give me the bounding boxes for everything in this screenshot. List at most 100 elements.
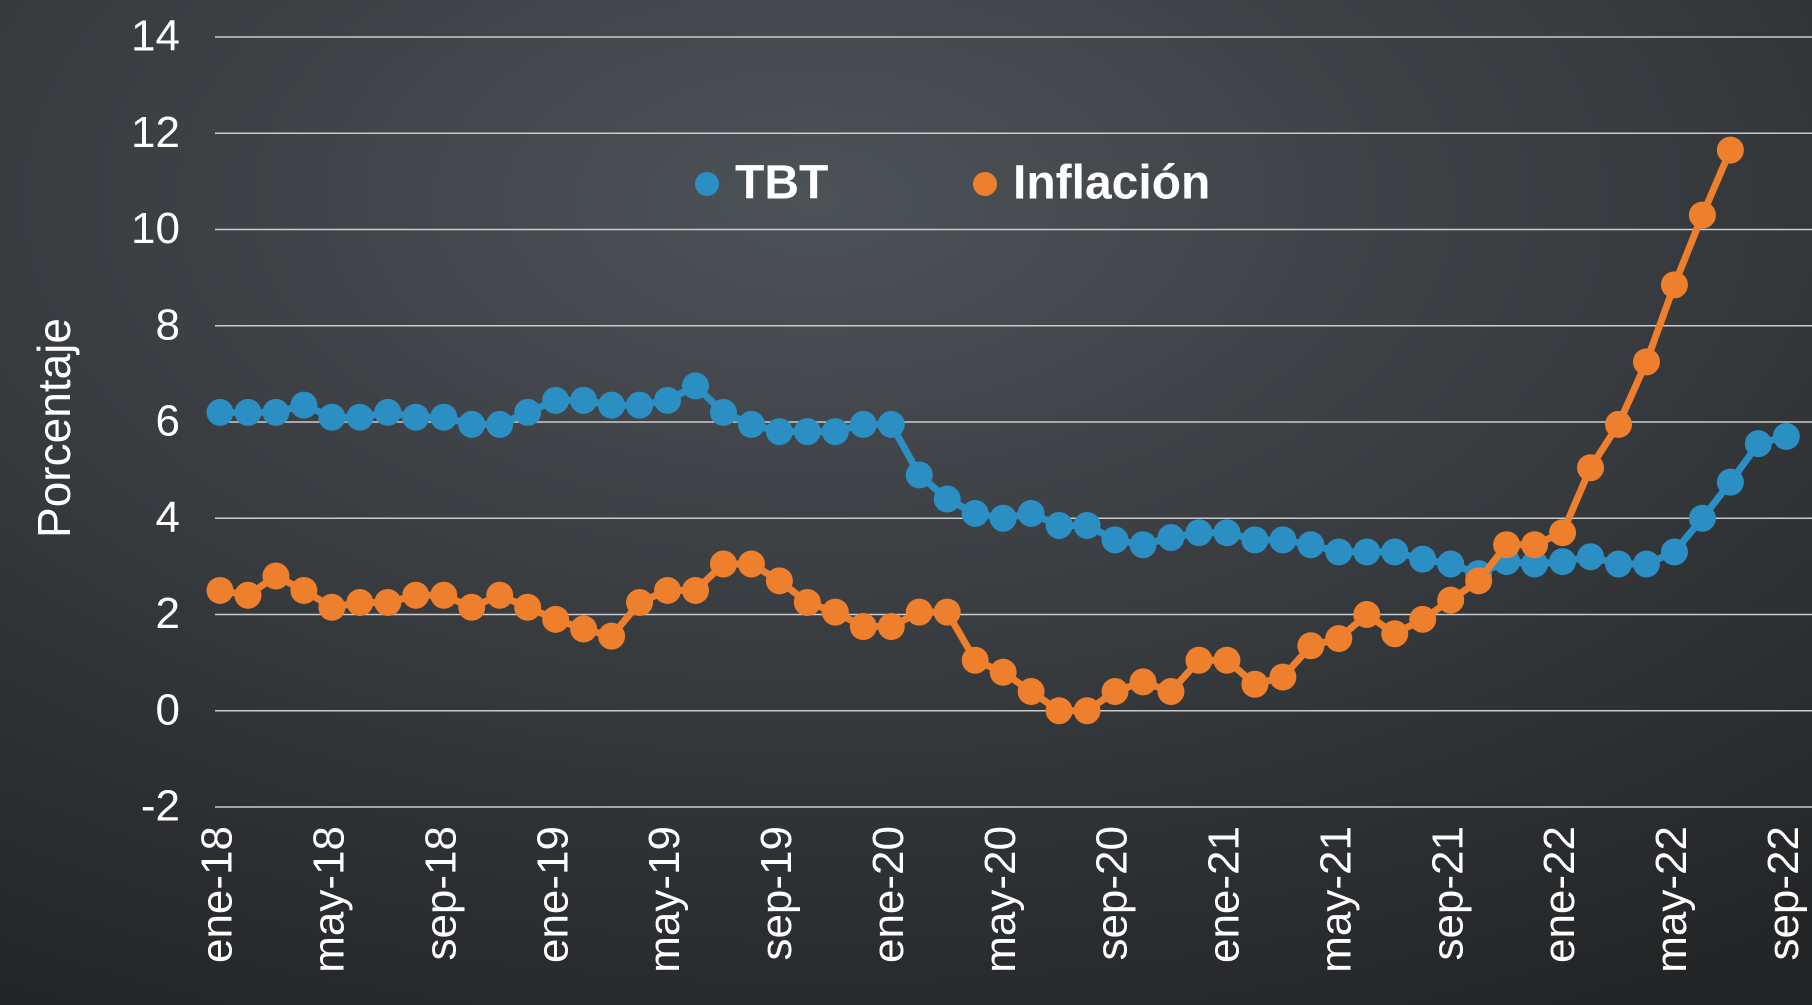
y-tick-label: 14: [131, 12, 180, 61]
data-point: [1549, 519, 1577, 547]
data-point: [598, 391, 626, 419]
data-point: [933, 598, 961, 626]
data-point: [1577, 543, 1605, 571]
data-point: [206, 576, 234, 604]
y-tick-label: 0: [156, 685, 180, 734]
data-point: [1381, 538, 1409, 566]
data-point: [290, 391, 318, 419]
data-point: [681, 372, 709, 400]
data-point: [346, 588, 374, 616]
data-point: [318, 593, 346, 621]
data-point: [1325, 538, 1353, 566]
data-point: [765, 418, 793, 446]
data-point: [1521, 550, 1549, 578]
data-point: [1213, 519, 1241, 547]
data-point: [402, 403, 430, 431]
data-point: [1716, 468, 1744, 496]
data-point: [1521, 531, 1549, 559]
data-point: [1017, 678, 1045, 705]
data-point: [1437, 550, 1465, 578]
x-tick-label: ene-19: [528, 826, 577, 963]
data-point: [1605, 410, 1632, 438]
data-point: [542, 605, 570, 633]
data-point: [1409, 545, 1437, 573]
data-point: [1353, 601, 1381, 628]
data-point: [765, 567, 793, 595]
data-point: [1213, 646, 1241, 674]
data-point: [1744, 430, 1772, 458]
data-point: [1772, 422, 1800, 450]
data-point: [234, 581, 262, 609]
x-tick-label: may-20: [976, 826, 1025, 973]
data-point: [1297, 531, 1325, 559]
y-tick-label: 2: [156, 589, 180, 638]
legend-marker: [973, 172, 997, 196]
data-point: [849, 613, 877, 641]
data-point: [1241, 670, 1269, 698]
data-point: [626, 391, 654, 419]
data-point: [1185, 519, 1213, 547]
y-tick-label: 12: [131, 108, 180, 157]
data-point: [1660, 538, 1688, 566]
data-point: [234, 398, 262, 426]
data-point: [821, 598, 849, 626]
data-point: [1073, 511, 1101, 539]
data-point: [1129, 668, 1157, 696]
data-point: [709, 550, 737, 578]
data-point: [430, 581, 458, 609]
data-point: [1716, 136, 1744, 164]
y-tick-label: 10: [131, 204, 180, 253]
data-point: [1381, 620, 1409, 648]
data-point: [1353, 538, 1381, 566]
data-point: [458, 410, 486, 438]
x-tick-label: ene-21: [1200, 826, 1249, 963]
data-point: [1045, 511, 1073, 539]
x-tick-label: may-21: [1311, 826, 1360, 973]
data-point: [1241, 526, 1269, 554]
data-point: [1325, 625, 1353, 653]
data-point: [1017, 499, 1045, 527]
data-point: [1465, 567, 1493, 595]
data-point: [514, 593, 542, 621]
data-point: [570, 386, 598, 414]
data-point: [989, 658, 1017, 686]
y-tick-label: -2: [141, 782, 180, 831]
x-tick-label: ene-22: [1535, 826, 1584, 963]
data-point: [346, 403, 374, 431]
data-point: [626, 588, 654, 616]
data-point: [1157, 524, 1185, 551]
x-tick-label: may-19: [640, 826, 689, 973]
x-tick-label: sep-21: [1423, 826, 1472, 961]
data-point: [961, 499, 989, 527]
data-point: [654, 386, 682, 414]
data-point: [598, 622, 626, 650]
data-point: [1157, 678, 1185, 705]
data-point: [1185, 646, 1213, 674]
x-tick-label: ene-20: [864, 826, 913, 963]
y-tick-label: 6: [156, 397, 180, 446]
data-point: [1409, 605, 1437, 633]
data-point: [793, 588, 821, 616]
data-point: [570, 615, 598, 643]
data-point: [402, 581, 430, 609]
data-point: [793, 418, 821, 446]
y-axis-label: Porcentaje: [28, 318, 80, 538]
data-point: [374, 588, 402, 616]
data-point: [1632, 348, 1660, 376]
y-tick-label: 8: [156, 300, 180, 349]
data-point: [1129, 531, 1157, 559]
data-point: [961, 646, 989, 674]
data-point: [849, 410, 877, 438]
data-point: [654, 576, 682, 604]
data-point: [1073, 697, 1101, 725]
data-point: [542, 386, 570, 414]
data-point: [1437, 586, 1465, 614]
x-tick-label: sep-22: [1759, 826, 1808, 961]
data-point: [1269, 663, 1297, 691]
data-point: [514, 398, 542, 426]
data-point: [486, 410, 514, 438]
legend-label: Inflación: [1013, 157, 1210, 210]
data-point: [1045, 697, 1073, 725]
data-point: [1101, 526, 1129, 554]
